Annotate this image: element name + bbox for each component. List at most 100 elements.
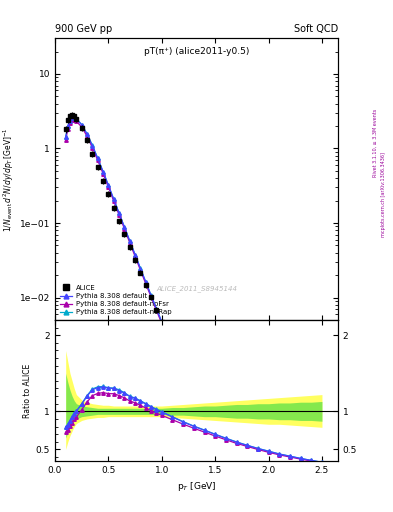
Pythia 8.308 default-noFsr <box>127 240 132 246</box>
Pythia 8.308 default-noRap <box>170 345 175 351</box>
Line: Pythia 8.308 default: Pythia 8.308 default <box>64 116 324 512</box>
Pythia 8.308 default-noRap <box>111 196 116 202</box>
X-axis label: p$_T$ [GeV]: p$_T$ [GeV] <box>177 480 216 493</box>
Pythia 8.308 default-noFsr <box>106 184 111 190</box>
Pythia 8.308 default-noRap <box>133 251 138 258</box>
Pythia 8.308 default-noRap <box>191 397 196 403</box>
Pythia 8.308 default-noRap <box>74 116 79 122</box>
Pythia 8.308 default-noRap <box>122 224 127 230</box>
Pythia 8.308 default-noFsr <box>72 117 77 123</box>
Pythia 8.308 default-noFsr <box>133 253 138 260</box>
Pythia 8.308 default-noFsr <box>154 307 159 313</box>
Pythia 8.308 default-noFsr <box>170 347 175 353</box>
Pythia 8.308 default-noRap <box>66 123 70 130</box>
Pythia 8.308 default-noFsr <box>143 281 148 287</box>
Pythia 8.308 default <box>122 224 127 230</box>
Pythia 8.308 default <box>90 143 95 149</box>
Pythia 8.308 default-noRap <box>224 473 228 479</box>
Y-axis label: Ratio to ALICE: Ratio to ALICE <box>23 364 31 417</box>
Pythia 8.308 default-noRap <box>68 117 72 123</box>
Text: Rivet 3.1.10, ≥ 3.3M events: Rivet 3.1.10, ≥ 3.3M events <box>373 109 378 178</box>
Pythia 8.308 default-noFsr <box>149 294 154 300</box>
Pythia 8.308 default <box>138 266 143 272</box>
Pythia 8.308 default-noFsr <box>117 212 121 218</box>
Pythia 8.308 default-noFsr <box>122 226 127 232</box>
Text: Soft QCD: Soft QCD <box>294 24 338 34</box>
Pythia 8.308 default-noFsr <box>95 157 100 163</box>
Pythia 8.308 default <box>170 345 175 351</box>
Pythia 8.308 default <box>224 473 228 479</box>
Pythia 8.308 default <box>66 123 70 130</box>
Pythia 8.308 default-noRap <box>70 115 74 121</box>
Pythia 8.308 default-noFsr <box>74 118 79 124</box>
Pythia 8.308 default <box>111 196 116 202</box>
Pythia 8.308 default-noFsr <box>191 398 196 404</box>
Pythia 8.308 default-noRap <box>101 168 105 175</box>
Pythia 8.308 default <box>95 155 100 161</box>
Pythia 8.308 default <box>117 210 121 217</box>
Pythia 8.308 default-noRap <box>154 306 159 312</box>
Pythia 8.308 default-noFsr <box>213 449 218 455</box>
Pythia 8.308 default-noFsr <box>111 198 116 204</box>
Pythia 8.308 default-noRap <box>149 292 154 298</box>
Pythia 8.308 default-noFsr <box>90 144 95 151</box>
Pythia 8.308 default <box>72 114 77 120</box>
Pythia 8.308 default-noRap <box>181 371 185 377</box>
Pythia 8.308 default <box>202 422 207 429</box>
Pythia 8.308 default <box>213 448 218 454</box>
Pythia 8.308 default <box>70 115 74 121</box>
Pythia 8.308 default-noRap <box>106 182 111 188</box>
Pythia 8.308 default-noRap <box>127 238 132 244</box>
Pythia 8.308 default <box>63 134 68 140</box>
Pythia 8.308 default <box>74 116 79 122</box>
Pythia 8.308 default-noFsr <box>224 474 228 480</box>
Pythia 8.308 default <box>181 371 185 377</box>
Pythia 8.308 default-noFsr <box>234 499 239 505</box>
Pythia 8.308 default <box>160 319 164 325</box>
Pythia 8.308 default <box>79 122 84 128</box>
Text: pT(π⁺) (alice2011-y0.5): pT(π⁺) (alice2011-y0.5) <box>144 47 249 56</box>
Text: ALICE_2011_S8945144: ALICE_2011_S8945144 <box>156 285 237 292</box>
Pythia 8.308 default-noRap <box>63 134 68 140</box>
Pythia 8.308 default-noRap <box>72 114 77 120</box>
Pythia 8.308 default <box>106 182 111 188</box>
Pythia 8.308 default-noRap <box>234 498 239 504</box>
Pythia 8.308 default-noFsr <box>181 372 185 378</box>
Pythia 8.308 default-noFsr <box>101 170 105 177</box>
Line: Pythia 8.308 default-noRap: Pythia 8.308 default-noRap <box>64 116 324 512</box>
Text: mcplots.cern.ch [arXiv:1306.3436]: mcplots.cern.ch [arXiv:1306.3436] <box>381 152 386 237</box>
Y-axis label: $1/N_\mathrm{event}\,d^2N/dy/dp_T\,[\mathrm{GeV}]^{-1}$: $1/N_\mathrm{event}\,d^2N/dy/dp_T\,[\mat… <box>1 127 16 231</box>
Pythia 8.308 default-noRap <box>138 265 143 271</box>
Pythia 8.308 default <box>191 397 196 403</box>
Pythia 8.308 default <box>149 292 154 298</box>
Pythia 8.308 default <box>68 118 72 124</box>
Pythia 8.308 default-noRap <box>79 121 84 127</box>
Pythia 8.308 default-noFsr <box>63 137 68 143</box>
Pythia 8.308 default <box>154 306 159 312</box>
Pythia 8.308 default-noRap <box>143 279 148 285</box>
Line: Pythia 8.308 default-noFsr: Pythia 8.308 default-noFsr <box>64 118 324 512</box>
Pythia 8.308 default-noRap <box>202 422 207 429</box>
Pythia 8.308 default <box>133 252 138 258</box>
Pythia 8.308 default <box>85 131 90 137</box>
Pythia 8.308 default-noFsr <box>85 133 90 139</box>
Text: 900 GeV pp: 900 GeV pp <box>55 24 112 34</box>
Pythia 8.308 default-noFsr <box>138 267 143 273</box>
Pythia 8.308 default <box>234 498 239 504</box>
Pythia 8.308 default <box>127 238 132 244</box>
Pythia 8.308 default-noRap <box>85 131 90 137</box>
Pythia 8.308 default-noFsr <box>202 423 207 430</box>
Pythia 8.308 default <box>101 168 105 175</box>
Pythia 8.308 default-noRap <box>95 155 100 161</box>
Pythia 8.308 default-noRap <box>90 142 95 148</box>
Pythia 8.308 default <box>143 279 148 285</box>
Pythia 8.308 default-noFsr <box>160 321 164 327</box>
Pythia 8.308 default-noFsr <box>66 126 70 132</box>
Legend: ALICE, Pythia 8.308 default, Pythia 8.308 default-noFsr, Pythia 8.308 default-no: ALICE, Pythia 8.308 default, Pythia 8.30… <box>59 284 173 316</box>
Pythia 8.308 default-noRap <box>213 447 218 454</box>
Pythia 8.308 default-noRap <box>160 319 164 325</box>
Pythia 8.308 default-noRap <box>117 210 121 216</box>
Pythia 8.308 default-noFsr <box>70 117 74 123</box>
Pythia 8.308 default-noFsr <box>68 120 72 126</box>
Pythia 8.308 default-noFsr <box>79 124 84 130</box>
